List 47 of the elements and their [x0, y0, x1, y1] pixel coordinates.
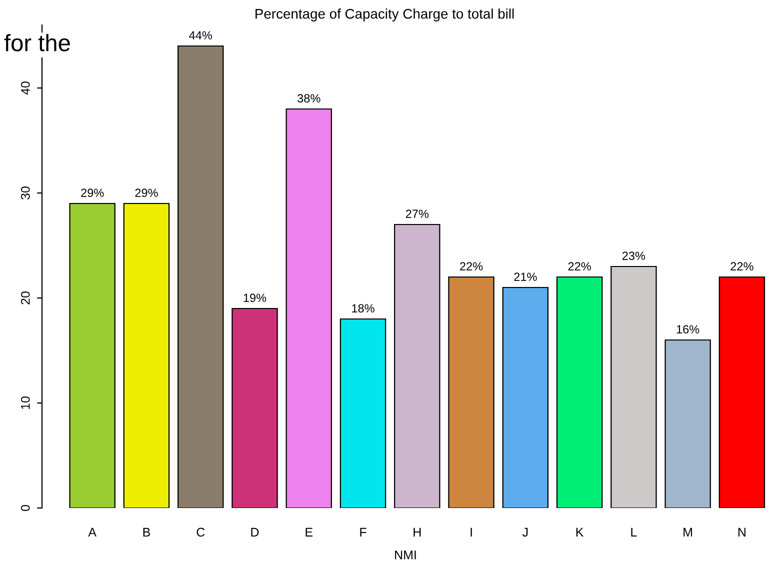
data-label: 22%: [460, 262, 483, 270]
bar: [448, 276, 494, 508]
x-tick-label: F: [360, 528, 366, 537]
x-tick-label: M: [684, 528, 692, 537]
data-label: 44%: [189, 31, 212, 40]
y-tick-label: 10: [20, 396, 30, 409]
chart-title: Percentage of Capacity Charge to total bill: [256, 8, 514, 22]
x-tick-label: H: [414, 528, 421, 537]
data-label: 23%: [622, 252, 646, 260]
y-tick-label: 30: [20, 186, 30, 200]
x-tick-label: I: [470, 528, 472, 537]
data-label: 38%: [298, 94, 320, 102]
data-label: 21%: [514, 272, 537, 281]
bar: [178, 45, 224, 508]
data-label: 29%: [81, 188, 104, 197]
data-label: 16%: [676, 325, 700, 334]
x-tick-label: J: [522, 528, 528, 537]
y-tick-label: 40: [20, 82, 30, 95]
bar: [69, 202, 116, 508]
bar: [502, 286, 549, 508]
bar: [556, 276, 603, 508]
x-tick-label: N: [738, 528, 746, 537]
annotation: for the: [4, 34, 70, 52]
x-axis-title: NMI: [395, 550, 416, 560]
bar: [123, 202, 170, 508]
data-label: 27%: [406, 210, 429, 218]
bar: [340, 318, 386, 508]
bar: [610, 266, 657, 508]
data-label: 18%: [352, 304, 374, 312]
y-tick-label: 20: [20, 292, 30, 304]
x-tick-label: E: [306, 528, 313, 537]
x-tick-label: L: [631, 528, 637, 537]
bar: [718, 276, 766, 508]
x-tick-label: A: [88, 528, 96, 537]
data-label: 22%: [568, 262, 591, 270]
data-label: 19%: [244, 294, 266, 302]
bar: [232, 308, 278, 508]
bar: [394, 224, 440, 508]
y-tick-label: 0: [20, 505, 30, 511]
x-tick-label: B: [143, 528, 150, 537]
x-tick-label: D: [251, 528, 259, 537]
x-tick-label: C: [196, 528, 205, 537]
bar: [664, 339, 711, 508]
data-label: 22%: [730, 262, 754, 270]
bar: [286, 108, 332, 508]
data-label: 29%: [135, 188, 158, 197]
x-tick-label: K: [576, 528, 584, 537]
